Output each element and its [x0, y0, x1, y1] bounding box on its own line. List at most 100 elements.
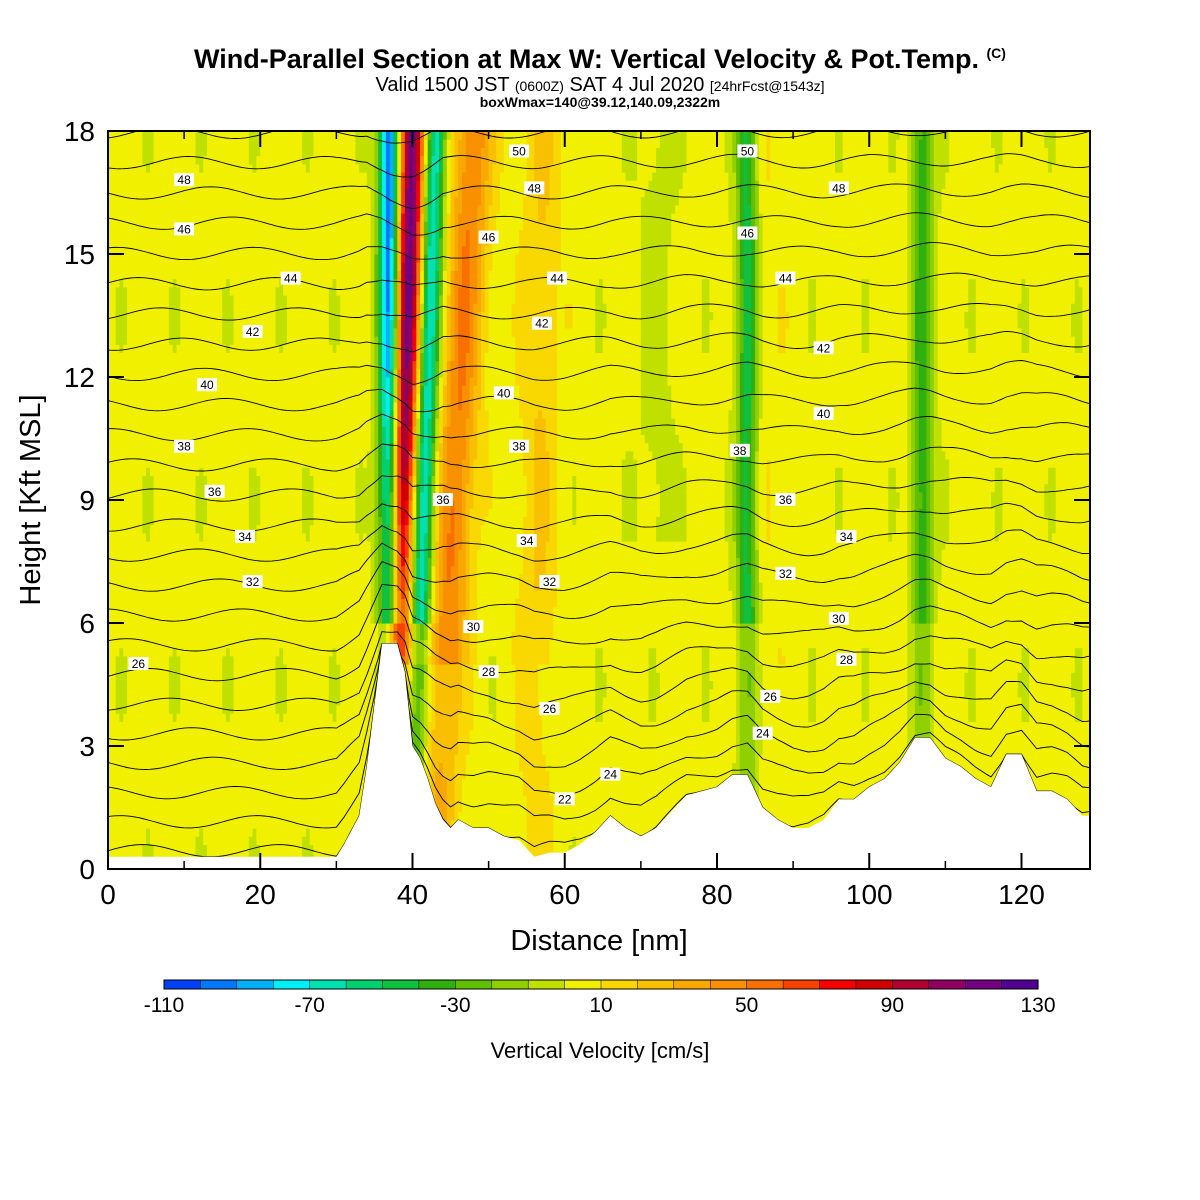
- field-cell: [184, 730, 188, 739]
- field-cell: [298, 516, 302, 525]
- field-cell: [127, 566, 131, 575]
- field-cell: [165, 197, 169, 206]
- field-cell: [234, 139, 238, 148]
- field-cell: [173, 246, 177, 255]
- field-cell: [192, 410, 196, 419]
- field-cell: [283, 344, 287, 353]
- field-cell: [222, 779, 226, 788]
- field-cell: [256, 623, 260, 632]
- field-cell: [295, 844, 299, 853]
- field-cell: [116, 541, 120, 550]
- field-cell: [302, 779, 306, 788]
- field-cell: [199, 197, 203, 206]
- field-cell: [306, 598, 310, 607]
- field-cell: [215, 689, 219, 698]
- field-cell: [268, 147, 272, 156]
- field-cell: [283, 377, 287, 386]
- field-cell: [253, 746, 257, 755]
- field-cell: [306, 393, 310, 402]
- field-cell: [192, 623, 196, 632]
- field-cell: [230, 762, 234, 771]
- field-cell: [131, 139, 135, 148]
- field-cell: [264, 738, 268, 747]
- field-cell: [165, 443, 169, 452]
- field-cell: [161, 771, 165, 780]
- field-cell: [230, 328, 234, 337]
- field-cell: [131, 393, 135, 402]
- field-cell: [279, 467, 283, 476]
- field-cell: [306, 180, 310, 189]
- field-cell: [180, 680, 184, 689]
- field-cell: [138, 213, 142, 222]
- field-cell: [272, 229, 276, 238]
- field-cell: [295, 213, 299, 222]
- field-cell: [196, 336, 200, 345]
- field-cell: [150, 270, 154, 279]
- field-cell: [279, 385, 283, 394]
- field-cell: [260, 443, 264, 452]
- field-cell: [184, 689, 188, 698]
- field-cell: [218, 475, 222, 484]
- field-cell: [127, 295, 131, 304]
- field-cell: [154, 492, 158, 501]
- field-cell: [131, 492, 135, 501]
- field-cell: [268, 188, 272, 197]
- field-cell: [317, 836, 321, 845]
- field-cell: [135, 295, 139, 304]
- field-cell: [306, 566, 310, 575]
- field-cell: [116, 344, 120, 353]
- field-cell: [314, 344, 318, 353]
- field-cell: [150, 623, 154, 632]
- field-cell: [291, 541, 295, 550]
- field-cell: [241, 680, 245, 689]
- field-cell: [283, 803, 287, 812]
- field-cell: [184, 500, 188, 509]
- field-cell: [161, 721, 165, 730]
- field-cell: [165, 254, 169, 263]
- field-cell: [245, 213, 249, 222]
- field-cell: [314, 270, 318, 279]
- field-cell: [211, 328, 215, 337]
- field-cell: [279, 156, 283, 165]
- field-cell: [226, 434, 230, 443]
- field-cell: [188, 295, 192, 304]
- field-cell: [188, 705, 192, 714]
- field-cell: [127, 623, 131, 632]
- field-cell: [295, 713, 299, 722]
- field-cell: [192, 705, 196, 714]
- field-cell: [184, 787, 188, 796]
- field-cell: [279, 311, 283, 320]
- field-cell: [245, 156, 249, 165]
- field-cell: [230, 566, 234, 575]
- field-cell: [295, 221, 299, 230]
- field-cell: [222, 771, 226, 780]
- field-cell: [215, 803, 219, 812]
- field-cell: [249, 451, 253, 460]
- field-cell: [188, 262, 192, 271]
- field-cell: [146, 754, 150, 763]
- field-cell: [207, 336, 211, 345]
- field-cell: [131, 221, 135, 230]
- field-cell: [154, 607, 158, 616]
- field-cell: [276, 492, 280, 501]
- field-cell: [283, 443, 287, 452]
- field-cell: [268, 467, 272, 476]
- field-cell: [279, 631, 283, 640]
- field-cell: [158, 689, 162, 698]
- field-cell: [253, 197, 257, 206]
- field-cell: [237, 451, 241, 460]
- field-cell: [245, 443, 249, 452]
- field-cell: [177, 254, 181, 263]
- field-cell: [279, 705, 283, 714]
- field-cell: [207, 672, 211, 681]
- field-cell: [135, 680, 139, 689]
- field-cell: [222, 656, 226, 665]
- field-cell: [116, 508, 120, 517]
- field-cell: [199, 812, 203, 821]
- field-cell: [165, 713, 169, 722]
- field-cell: [161, 131, 165, 140]
- field-cell: [302, 344, 306, 353]
- field-cell: [310, 426, 314, 435]
- field-cell: [310, 549, 314, 558]
- field-cell: [196, 590, 200, 599]
